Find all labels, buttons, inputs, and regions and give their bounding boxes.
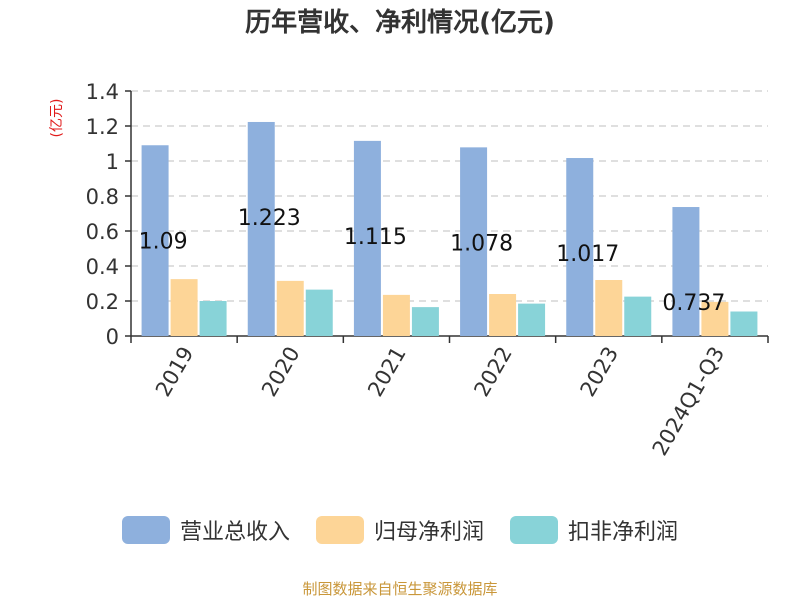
y-tick-label: 0.4 xyxy=(86,255,119,279)
x-tick-label: 2022 xyxy=(469,343,517,401)
bar xyxy=(141,145,169,336)
bar xyxy=(489,294,517,336)
x-tick-label: 2021 xyxy=(363,343,411,401)
bar xyxy=(247,121,275,336)
bar xyxy=(566,158,594,336)
bar xyxy=(518,303,546,336)
y-tick-label: 1 xyxy=(106,150,119,174)
y-tick-label: 0.2 xyxy=(86,290,119,314)
bar xyxy=(624,296,652,336)
bar xyxy=(170,279,198,336)
legend-swatch xyxy=(315,516,364,544)
y-tick-label: 0 xyxy=(106,325,119,349)
bar xyxy=(701,301,729,336)
legend-swatch xyxy=(121,516,170,544)
x-tick-label: 2024Q1-Q3 xyxy=(648,343,730,460)
source-note: 制图数据来自恒生聚源数据库 xyxy=(302,580,498,598)
bar xyxy=(353,140,381,336)
legend-label: 营业总收入 xyxy=(179,520,290,545)
chart-title: 历年营收、净利情况(亿元) xyxy=(245,8,555,38)
data-label: 1.115 xyxy=(344,225,407,250)
data-label: 1.017 xyxy=(556,242,619,267)
legend: 营业总收入 归母净利润 扣非净利润 xyxy=(0,514,800,546)
y-tick-label: 0.8 xyxy=(86,185,119,209)
bar xyxy=(411,307,439,336)
bar xyxy=(672,207,700,336)
x-tick-label: 2023 xyxy=(576,343,624,401)
x-tick-label: 2019 xyxy=(151,343,199,401)
data-label: 1.09 xyxy=(139,229,188,254)
y-tick-label: 1.2 xyxy=(86,115,119,139)
bar xyxy=(305,289,333,336)
legend-item[interactable]: 扣非净利润 xyxy=(510,514,678,546)
bar xyxy=(595,280,623,336)
bar xyxy=(730,311,758,336)
data-label: 0.737 xyxy=(662,291,725,316)
x-tick-label: 2020 xyxy=(257,343,305,401)
legend-label: 归母净利润 xyxy=(373,520,484,545)
bar xyxy=(460,147,488,336)
data-label: 1.223 xyxy=(238,206,301,231)
bar xyxy=(199,301,227,336)
bar xyxy=(276,280,304,336)
bar xyxy=(382,294,410,336)
y-tick-label: 1.4 xyxy=(86,80,119,104)
y-tick-label: 0.6 xyxy=(86,220,119,244)
legend-swatch xyxy=(510,516,558,544)
legend-item[interactable]: 营业总收入 xyxy=(121,514,290,546)
legend-item[interactable]: 归母净利润 xyxy=(315,514,484,546)
data-label: 1.078 xyxy=(450,231,513,256)
legend-label: 扣非净利润 xyxy=(568,520,679,545)
